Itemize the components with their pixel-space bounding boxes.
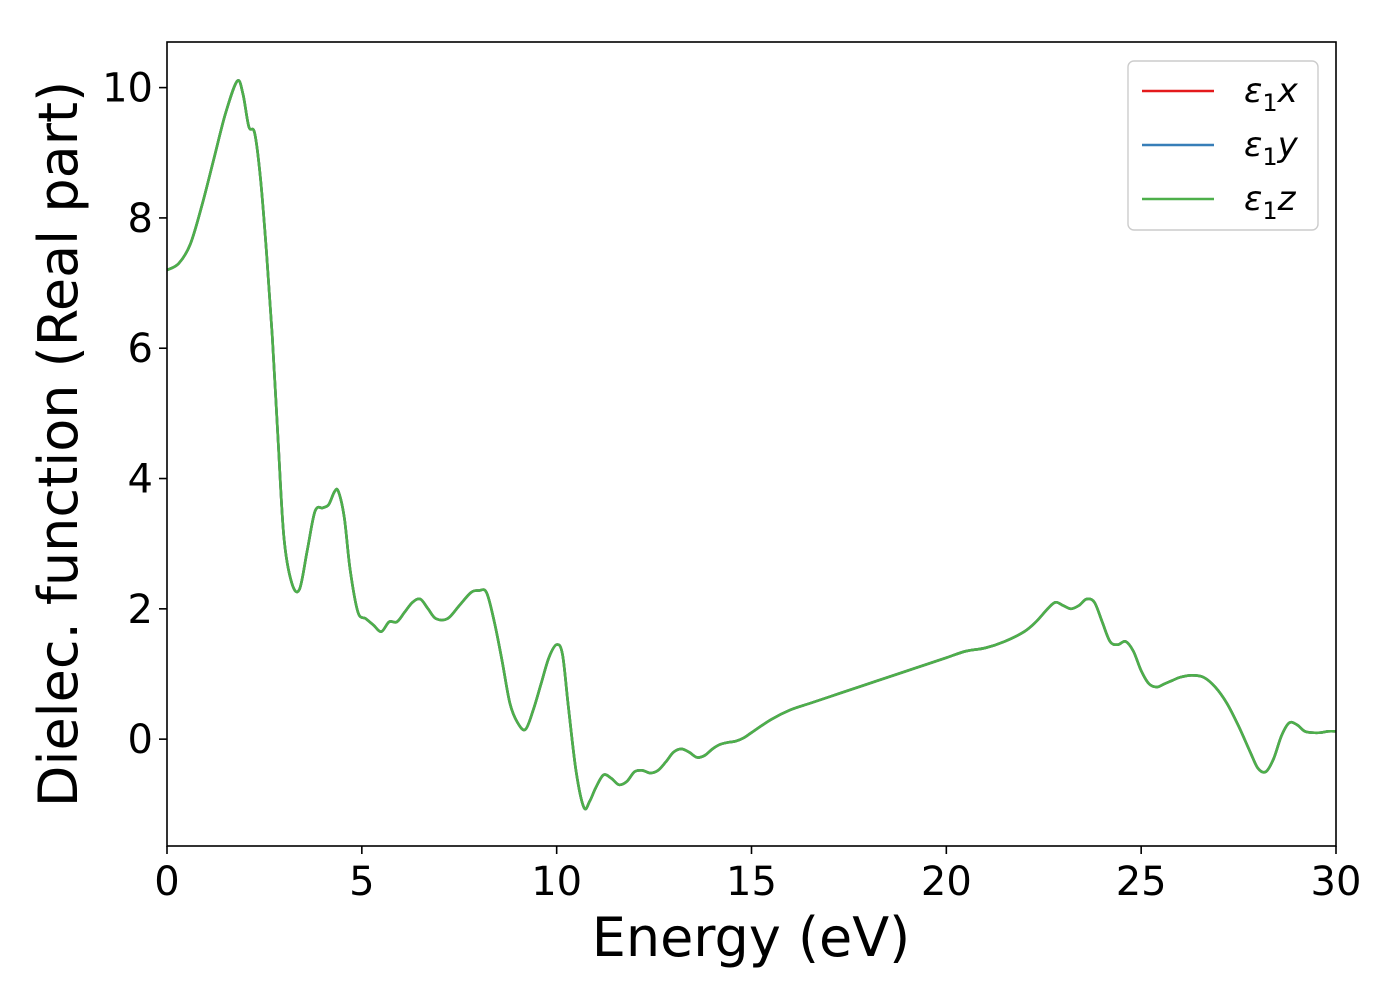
x-tick-label: 20 — [921, 859, 972, 905]
y-tick-label: 4 — [128, 457, 153, 503]
x-tick-label: 5 — [349, 859, 374, 905]
x-tick-label: 10 — [531, 859, 582, 905]
x-axis-ticks: 0 5 10 15 20 25 30 — [154, 846, 1361, 905]
legend-label-z: ε1z — [1244, 179, 1297, 225]
series-layer — [167, 79, 1336, 811]
y-axis-ticks: 0 2 4 6 8 10 — [102, 66, 167, 763]
x-tick-label: 30 — [1311, 859, 1362, 905]
legend-label-x: ε1x — [1244, 71, 1299, 117]
x-tick-label: 25 — [1116, 859, 1167, 905]
y-tick-label: 0 — [128, 717, 153, 763]
y-tick-label: 2 — [128, 587, 153, 633]
y-tick-label: 10 — [102, 66, 153, 112]
y-tick-label: 8 — [128, 196, 153, 242]
x-axis-title: Energy (eV) — [592, 906, 911, 969]
x-tick-label: 0 — [154, 859, 179, 905]
series-line-z — [167, 79, 1336, 811]
y-axis-title: Dielec. function (Real part) — [27, 81, 90, 807]
legend-label-y: ε1y — [1244, 125, 1299, 171]
legend-box — [1127, 60, 1319, 231]
y-tick-label: 6 — [128, 326, 153, 372]
legend: ε1x ε1y ε1z — [1127, 60, 1319, 231]
x-tick-label: 15 — [726, 859, 777, 905]
